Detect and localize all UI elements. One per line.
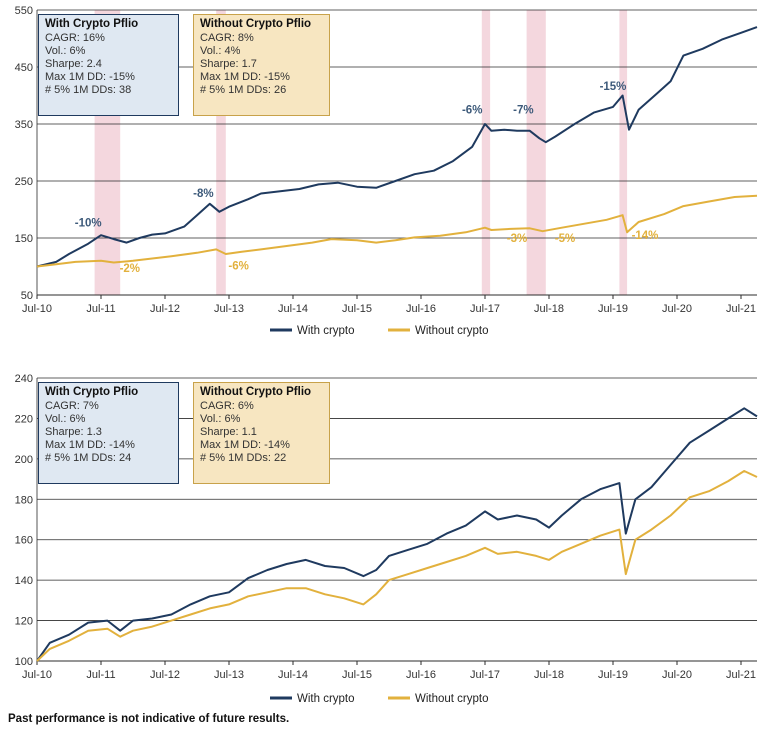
stats-title: Without Crypto Pflio	[200, 386, 312, 398]
stat-vol: Vol.: 6%	[200, 413, 241, 425]
stat-cagr: CAGR: 7%	[45, 400, 99, 412]
top-stats-without-crypto: Without Crypto Pflio CAGR: 8% Vol.: 4% S…	[193, 14, 330, 116]
x-tick-label: Jul-12	[150, 303, 180, 315]
legend-label-with-crypto: With crypto	[297, 693, 355, 705]
drawdown-label: -7%	[513, 105, 533, 117]
x-tick-label: Jul-15	[342, 303, 372, 315]
stat-max-dd: Max 1M DD: -14%	[200, 439, 290, 451]
drawdown-label: -10%	[75, 218, 102, 230]
x-tick-label: Jul-14	[278, 303, 308, 315]
stats-title: With Crypto Pflio	[45, 386, 139, 398]
stat-cagr: CAGR: 6%	[200, 400, 254, 412]
x-tick-label: Jul-19	[598, 303, 628, 315]
drawdown-label: -3%	[507, 233, 527, 245]
series-line-with-crypto	[36, 26, 758, 268]
series-line-without-crypto	[36, 470, 758, 662]
x-tick-label: Jul-21	[726, 669, 756, 681]
x-tick-label: Jul-13	[214, 303, 244, 315]
x-tick-label: Jul-10	[22, 303, 52, 315]
stat-cagr: CAGR: 16%	[45, 32, 105, 44]
stat-vol: Vol.: 6%	[45, 45, 86, 57]
x-tick-label: Jul-11	[86, 303, 115, 315]
footnote: Past performance is not indicative of fu…	[8, 713, 290, 725]
y-tick-label: 220	[15, 413, 33, 425]
y-tick-label: 100	[15, 656, 33, 668]
bottom-stats-without-crypto: Without Crypto Pflio CAGR: 6% Vol.: 6% S…	[193, 382, 330, 484]
x-tick-label: Jul-18	[534, 303, 564, 315]
drawdown-label: -6%	[228, 260, 248, 272]
stat-dd-count: # 5% 1M DDs: 26	[200, 84, 287, 96]
x-tick-label: Jul-11	[86, 669, 115, 681]
y-tick-label: 250	[15, 176, 33, 188]
x-tick-label: Jul-20	[662, 669, 692, 681]
stat-sharpe: Sharpe: 1.3	[45, 426, 102, 438]
stat-max-dd: Max 1M DD: -15%	[45, 71, 135, 83]
stats-title: Without Crypto Pflio	[200, 18, 312, 30]
x-tick-label: Jul-21	[726, 303, 756, 315]
highlight-period	[216, 10, 226, 295]
y-tick-label: 350	[15, 119, 33, 131]
drawdown-label: -8%	[193, 188, 213, 200]
y-tick-label: 120	[15, 616, 33, 628]
stat-vol: Vol.: 4%	[200, 45, 241, 57]
stat-vol: Vol.: 6%	[45, 413, 86, 425]
series-line-without-crypto	[36, 194, 758, 268]
y-tick-label: 180	[15, 494, 33, 506]
stat-sharpe: Sharpe: 1.1	[200, 426, 257, 438]
x-tick-label: Jul-16	[406, 669, 436, 681]
bottom-stats-with-crypto: With Crypto Pflio CAGR: 7% Vol.: 6% Shar…	[38, 382, 179, 484]
stats-title: With Crypto Pflio	[45, 18, 139, 30]
x-tick-label: Jul-15	[342, 669, 372, 681]
x-tick-label: Jul-17	[470, 669, 500, 681]
legend-label-with-crypto: With crypto	[297, 325, 355, 337]
stat-max-dd: Max 1M DD: -14%	[45, 439, 135, 451]
drawdown-label: -2%	[120, 263, 140, 275]
highlight-period	[619, 10, 628, 295]
stat-sharpe: Sharpe: 2.4	[45, 58, 102, 70]
y-tick-label: 550	[15, 5, 33, 17]
y-tick-label: 50	[21, 290, 33, 302]
bottom-chart: 100 120 140 160 180 200 220 240 Jul-10 Jul-11 Jul-…	[15, 373, 758, 705]
legend-label-without-crypto: Without crypto	[415, 325, 489, 337]
stat-dd-count: # 5% 1M DDs: 38	[45, 84, 132, 96]
x-tick-label: Jul-20	[662, 303, 692, 315]
y-tick-label: 140	[15, 575, 33, 587]
stat-sharpe: Sharpe: 1.7	[200, 58, 257, 70]
x-tick-label: Jul-13	[214, 669, 244, 681]
stat-cagr: CAGR: 8%	[200, 32, 254, 44]
drawdown-label: -5%	[555, 233, 575, 245]
x-tick-label: Jul-12	[150, 669, 180, 681]
y-tick-label: 160	[15, 535, 33, 547]
legend-label-without-crypto: Without crypto	[415, 693, 489, 705]
y-tick-label: 200	[15, 454, 33, 466]
y-tick-label: 450	[15, 62, 33, 74]
drawdown-label: -14%	[632, 230, 659, 242]
top-stats-with-crypto: With Crypto Pflio CAGR: 16% Vol.: 6% Sha…	[38, 14, 179, 116]
y-tick-label: 150	[15, 233, 33, 245]
stat-dd-count: # 5% 1M DDs: 24	[45, 452, 132, 464]
x-tick-label: Jul-10	[22, 669, 52, 681]
x-tick-label: Jul-18	[534, 669, 564, 681]
stat-dd-count: # 5% 1M DDs: 22	[200, 452, 287, 464]
series-line-with-crypto	[36, 407, 758, 662]
stat-max-dd: Max 1M DD: -15%	[200, 71, 290, 83]
top-chart: 50 150 250 350 450 550 Jul-10 Jul-11 Jul-12 Jul-1…	[15, 5, 758, 337]
x-tick-label: Jul-16	[406, 303, 436, 315]
highlight-period	[526, 10, 546, 295]
y-tick-label: 240	[15, 373, 33, 385]
x-tick-label: Jul-17	[470, 303, 500, 315]
drawdown-label: -6%	[462, 105, 482, 117]
drawdown-label: -15%	[600, 81, 627, 93]
highlight-period	[481, 10, 491, 295]
x-tick-label: Jul-14	[278, 669, 308, 681]
x-tick-label: Jul-19	[598, 669, 628, 681]
